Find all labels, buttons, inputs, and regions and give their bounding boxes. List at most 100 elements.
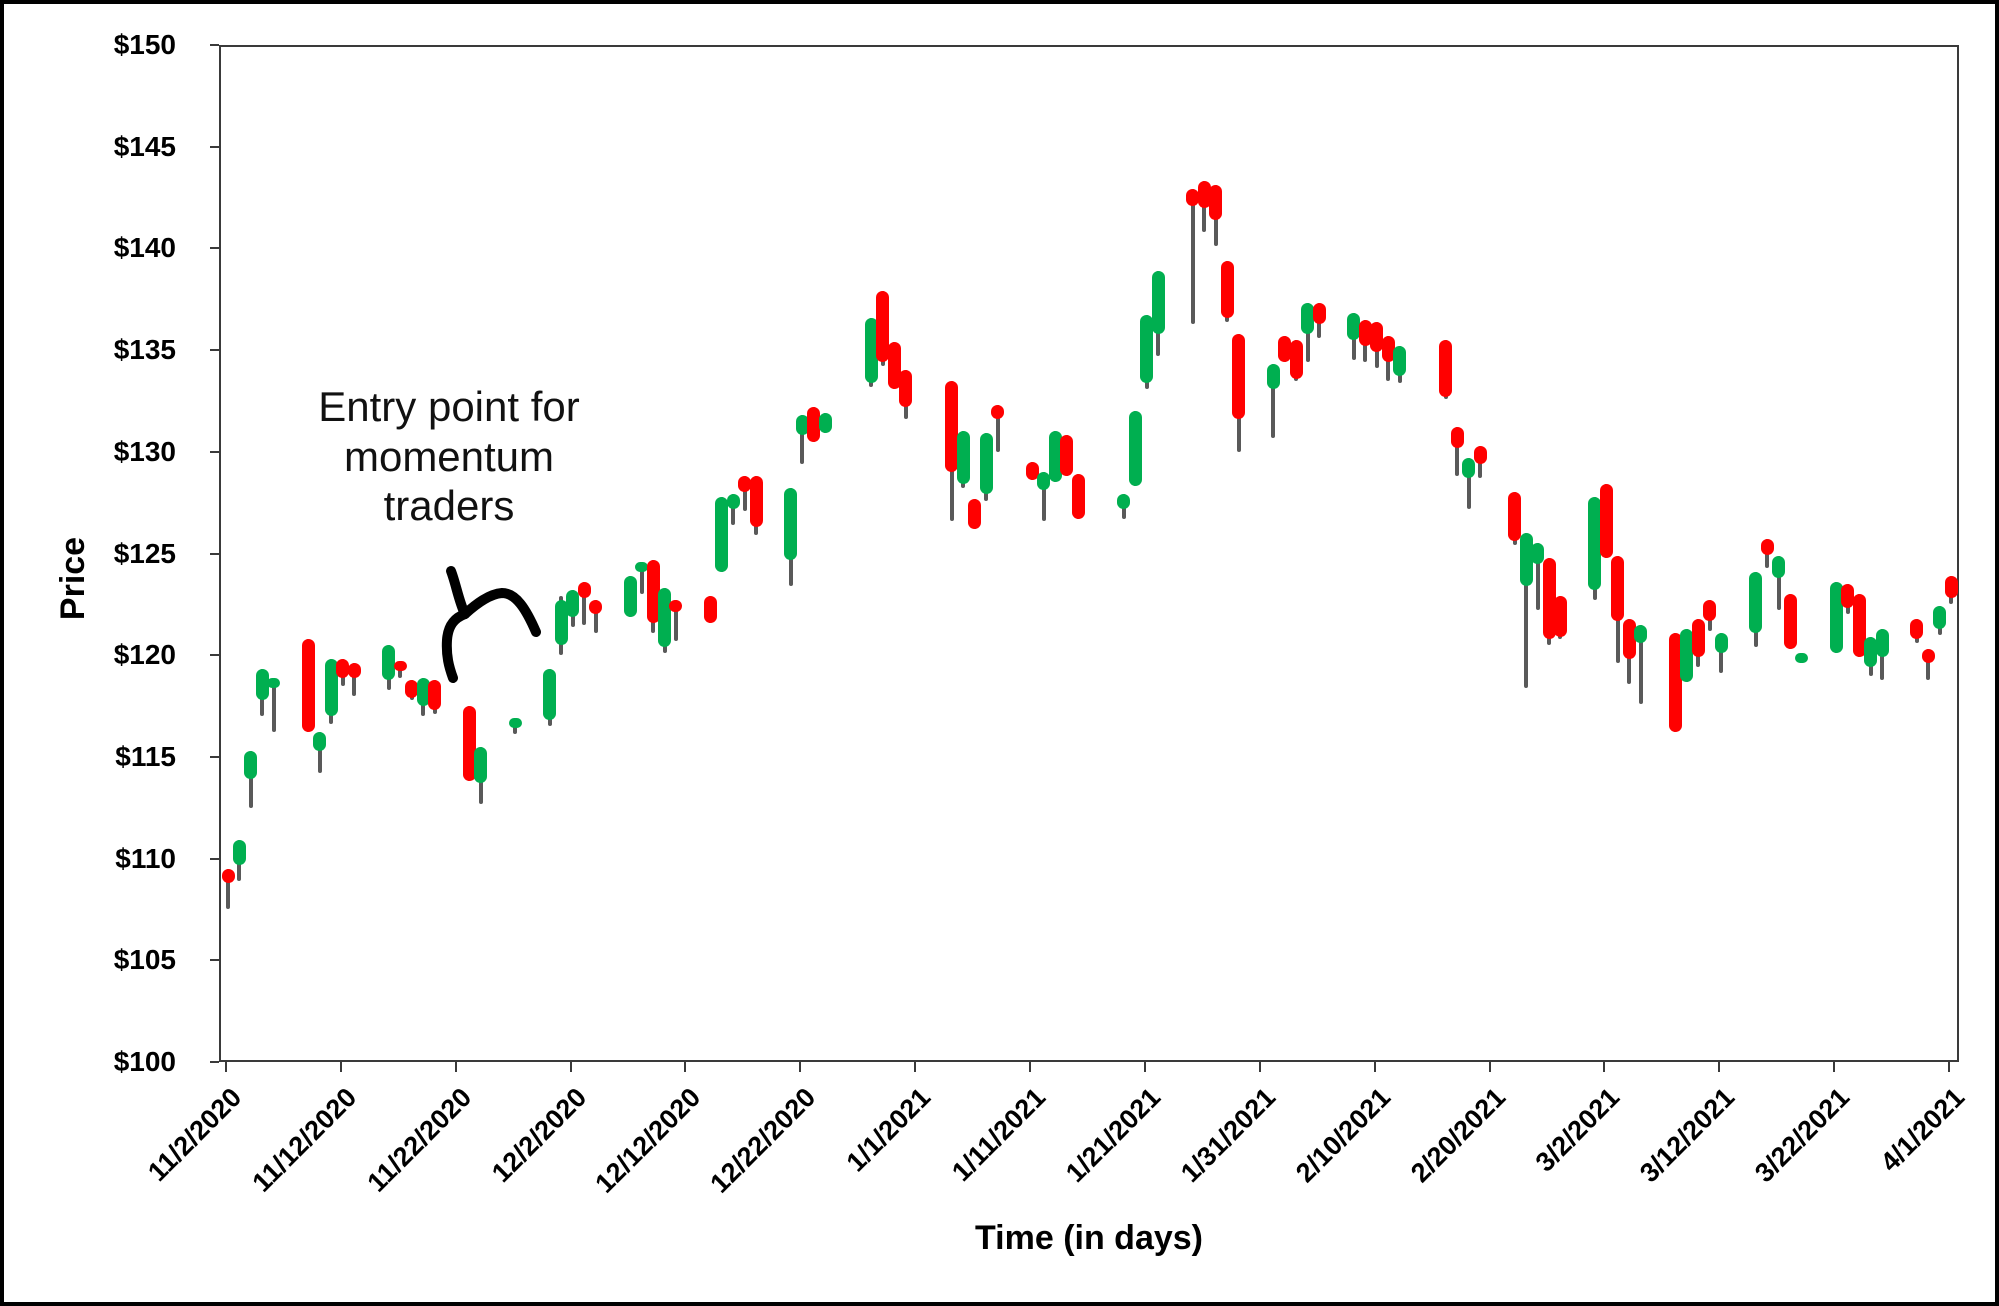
candle-body-down <box>1622 618 1636 660</box>
candle-wick <box>742 476 747 511</box>
candle-body-down <box>1278 335 1292 363</box>
candle-body-down <box>899 370 913 407</box>
candle-body-down <box>462 706 476 782</box>
x-tick-label: 1/1/2021 <box>840 1082 937 1178</box>
candle-body-up <box>658 588 671 648</box>
candle-body-down <box>1370 321 1384 353</box>
annotation-line: traders <box>383 482 515 530</box>
candle-wick <box>1041 472 1046 521</box>
candle-body-down <box>405 679 419 698</box>
candle-wick <box>1638 624 1643 704</box>
candle-body-up <box>635 561 649 572</box>
candle-wick <box>1271 364 1276 438</box>
x-tick-label: 2/20/2021 <box>1404 1082 1511 1189</box>
candle-wick <box>800 415 805 464</box>
y-tick-mark <box>210 145 219 148</box>
candle-body-down <box>347 663 361 678</box>
candle-wick <box>1776 555 1781 611</box>
y-tick-mark <box>210 450 219 453</box>
candle-body-up <box>1795 653 1809 664</box>
candle-body-down <box>1197 181 1211 208</box>
candle-body-up <box>726 494 740 509</box>
candle-body-down <box>968 498 982 530</box>
candle-body-down <box>1599 484 1613 558</box>
candle-body-up <box>324 659 338 717</box>
candle-body-down <box>1209 185 1223 220</box>
candle-body-down <box>589 600 603 615</box>
candle-wick <box>731 494 736 525</box>
candle-body-down <box>1553 596 1567 637</box>
candle-body-down <box>1760 539 1774 556</box>
plot-area <box>219 45 1959 1062</box>
candle-wick <box>226 868 230 910</box>
x-tick-mark <box>1143 1062 1146 1072</box>
candle-wick <box>673 600 678 641</box>
candle-body-up <box>1864 636 1878 668</box>
candle-body-down <box>1312 303 1326 324</box>
candle-body-up <box>1301 303 1315 334</box>
y-tick-mark <box>210 1061 219 1063</box>
candle-body-down <box>577 581 591 599</box>
candle-body-down <box>1220 260 1234 318</box>
candle-body-up <box>1933 606 1947 629</box>
candle-wick <box>1455 427 1460 477</box>
candle-body-down <box>1060 435 1074 477</box>
y-tick-label: $115 <box>115 740 176 772</box>
x-tick-mark <box>1373 1062 1376 1072</box>
y-tick-label: $100 <box>113 1046 176 1077</box>
candle-body-up <box>1347 313 1361 340</box>
annotation-entry-point: Entry point for momentum traders <box>274 382 624 531</box>
candle-wick <box>1926 649 1931 680</box>
candle-body-down <box>749 476 763 528</box>
candle-body-down <box>393 661 407 672</box>
y-tick-mark <box>210 654 219 657</box>
candle-wick <box>582 581 587 625</box>
y-tick-label: $110 <box>115 842 176 874</box>
y-tick-label: $140 <box>113 232 176 264</box>
candle-body-down <box>1450 427 1464 448</box>
candle-body-up <box>474 746 488 784</box>
candle-body-up <box>1266 364 1280 389</box>
annotation-line: Entry point for <box>318 383 580 430</box>
y-tick-mark <box>210 349 219 352</box>
y-tick-label: $130 <box>113 435 176 467</box>
x-tick-label: 3/2/2021 <box>1530 1082 1626 1178</box>
candle-body-up <box>255 669 269 700</box>
candle-body-down <box>1289 339 1303 379</box>
y-tick-label: $125 <box>113 537 176 569</box>
y-tick-label: $135 <box>113 334 176 366</box>
candle-body-up <box>795 415 809 436</box>
candle-body-up <box>1519 533 1533 586</box>
candle-body-down <box>1611 555 1625 621</box>
y-tick-mark <box>210 959 219 962</box>
x-tick-mark <box>339 1062 342 1072</box>
x-tick-mark <box>1029 1062 1032 1072</box>
candle-body-up <box>508 718 522 729</box>
candle-wick <box>248 750 253 808</box>
candle-body-down <box>991 404 1005 420</box>
candle-body-down <box>221 868 235 883</box>
candle-body-up <box>623 575 637 617</box>
y-tick-label: $105 <box>113 944 176 976</box>
x-tick-mark <box>569 1062 572 1072</box>
annotation-line: momentum <box>343 432 555 480</box>
x-tick-mark <box>1833 1062 1836 1072</box>
candle-body-down <box>1508 492 1522 542</box>
candle-body-up <box>715 496 729 572</box>
candle-wick <box>1535 543 1540 611</box>
candle-body-down <box>1473 445 1487 464</box>
candle-body-down <box>1703 600 1717 621</box>
candle-body-up <box>382 644 396 680</box>
x-tick-mark <box>454 1062 457 1072</box>
x-tick-label: 12/12/2020 <box>589 1082 707 1199</box>
candle-body-down <box>301 638 315 733</box>
candle-body-up <box>232 840 246 865</box>
y-axis-title: Price <box>54 536 93 621</box>
candle-body-down <box>1186 189 1200 206</box>
y-tick-label: $150 <box>113 29 176 60</box>
candle-body-down <box>876 291 890 363</box>
x-tick-label: 11/22/2020 <box>361 1082 477 1198</box>
candle-body-down <box>1668 632 1682 733</box>
candle-body-up <box>1151 270 1165 334</box>
